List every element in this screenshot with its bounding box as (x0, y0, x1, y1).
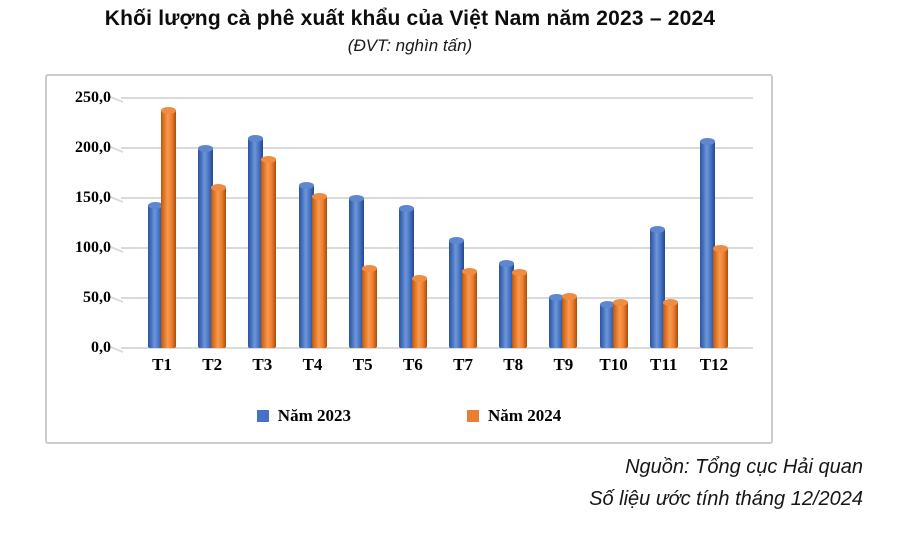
legend: Năm 2023 Năm 2024 (47, 406, 771, 426)
bar-pair (649, 98, 678, 348)
bar-pair (699, 98, 728, 348)
bar-t2-2023 (198, 145, 214, 348)
bar-t11-2023 (649, 226, 665, 348)
gridline (121, 347, 753, 349)
bar-pair (348, 98, 377, 348)
gridline (121, 97, 753, 99)
bar-t12-2023 (699, 138, 715, 348)
x-axis-tick-label: T3 (252, 355, 273, 374)
bar-t5-2023 (348, 195, 364, 348)
bar-t4-2023 (298, 182, 314, 348)
bar-t2-2024 (211, 184, 227, 348)
bar-group-t2: T2 (195, 98, 229, 382)
bar-pair (499, 98, 528, 348)
y-axis-tick-label: 50,0 (83, 289, 111, 306)
bar-pair (248, 98, 277, 348)
bar-t1-2024 (161, 107, 176, 348)
bar-t10-2023 (599, 301, 615, 348)
bar-group-t11: T11 (647, 98, 681, 382)
x-axis-tick-label: T10 (599, 355, 628, 374)
bar-pair (148, 98, 176, 348)
plot-area: 0,0 50,0 100,0 150,0 200,0 250,0 T1 T2 T3 T4 T5 T6 T… (75, 89, 753, 374)
bar-t7-2024 (462, 268, 478, 348)
bar-t8-2024 (512, 269, 528, 348)
x-axis-tick-label: T1 (152, 355, 172, 374)
bar-t9-2024 (562, 293, 578, 348)
bar-pair (449, 98, 478, 348)
legend-item-2024: Năm 2024 (467, 406, 561, 426)
bar-group-t1: T1 (145, 98, 179, 382)
bar-t1-2023 (148, 202, 163, 348)
bar-t10-2024 (612, 299, 628, 348)
bar-t3-2024 (261, 156, 277, 348)
y-axis-tick-label: 100,0 (75, 239, 111, 256)
x-axis-tick-label: T2 (202, 355, 223, 374)
bar-t9-2023 (549, 294, 565, 348)
chart-subtitle: (ĐVT: nghìn tấn) (347, 36, 473, 55)
gridline (121, 297, 753, 299)
bar-pair (549, 98, 578, 348)
bar-group-t8: T8 (496, 98, 530, 382)
x-axis-tick-label: T9 (553, 355, 574, 374)
x-axis-tick-label: T12 (699, 355, 729, 374)
y-axis-tick-label: 250,0 (75, 89, 111, 106)
legend-label: Năm 2023 (277, 406, 351, 425)
chart-title: Khối lượng cà phê xuất khẩu của Việt Nam… (104, 7, 716, 30)
bar-group-t9: T9 (546, 98, 580, 382)
bar-t12-2024 (712, 245, 728, 348)
y-axis-tick-label: 0,0 (91, 339, 111, 356)
bar-t4-2024 (311, 193, 327, 348)
bar-t7-2023 (449, 237, 465, 348)
gridline (121, 147, 753, 149)
gridline (121, 247, 753, 249)
bar-group-t5: T5 (346, 98, 380, 382)
x-axis-tick-label: T11 (650, 355, 678, 374)
x-axis-tick-label: T7 (453, 355, 473, 374)
legend-swatch-icon (467, 410, 479, 422)
bar-t3-2023 (248, 135, 264, 348)
bar-group-t10: T10 (597, 98, 631, 382)
bar-group-t4: T4 (296, 98, 330, 382)
x-axis-tick-label: T5 (352, 355, 373, 374)
source-line-2: Số liệu ước tính tháng 12/2024 (589, 487, 863, 510)
legend-item-2023: Năm 2023 (256, 406, 351, 426)
bar-t6-2024 (411, 275, 427, 348)
bar-pair (298, 98, 327, 348)
bar-pair (599, 98, 628, 348)
chart-container: 0,0 50,0 100,0 150,0 200,0 250,0 T1 T2 T3 T4 T5 T6 T… (45, 74, 773, 444)
bar-t6-2023 (398, 205, 414, 348)
y-axis-tick-label: 200,0 (75, 139, 111, 156)
bar-columns: T1 T2 T3 T4 T5 T6 T7 T8 T9 T10 T11 T12 (121, 98, 753, 382)
legend-label: Năm 2024 (488, 406, 562, 425)
bar-group-t3: T3 (245, 98, 279, 382)
source-line-1: Nguồn: Tổng cục Hải quan (625, 456, 863, 478)
x-axis-tick-label: T6 (402, 355, 423, 374)
bar-pair (198, 98, 227, 348)
bar-pair (398, 98, 427, 348)
x-axis-tick-label: T8 (503, 355, 524, 374)
bar-group-t12: T12 (697, 98, 731, 382)
legend-swatch-icon (256, 410, 269, 422)
y-axis-tick-label: 150,0 (75, 189, 111, 206)
bar-t8-2023 (499, 260, 515, 348)
gridline (121, 197, 753, 199)
bar-group-t6: T6 (396, 98, 430, 382)
source-note: Nguồn: Tổng cục Hải quan Số liệu ước tín… (589, 452, 863, 515)
bar-t5-2024 (361, 265, 377, 348)
bar-group-t7: T7 (446, 98, 480, 382)
x-axis-tick-label: T4 (302, 355, 323, 374)
bar-t11-2024 (662, 299, 678, 348)
